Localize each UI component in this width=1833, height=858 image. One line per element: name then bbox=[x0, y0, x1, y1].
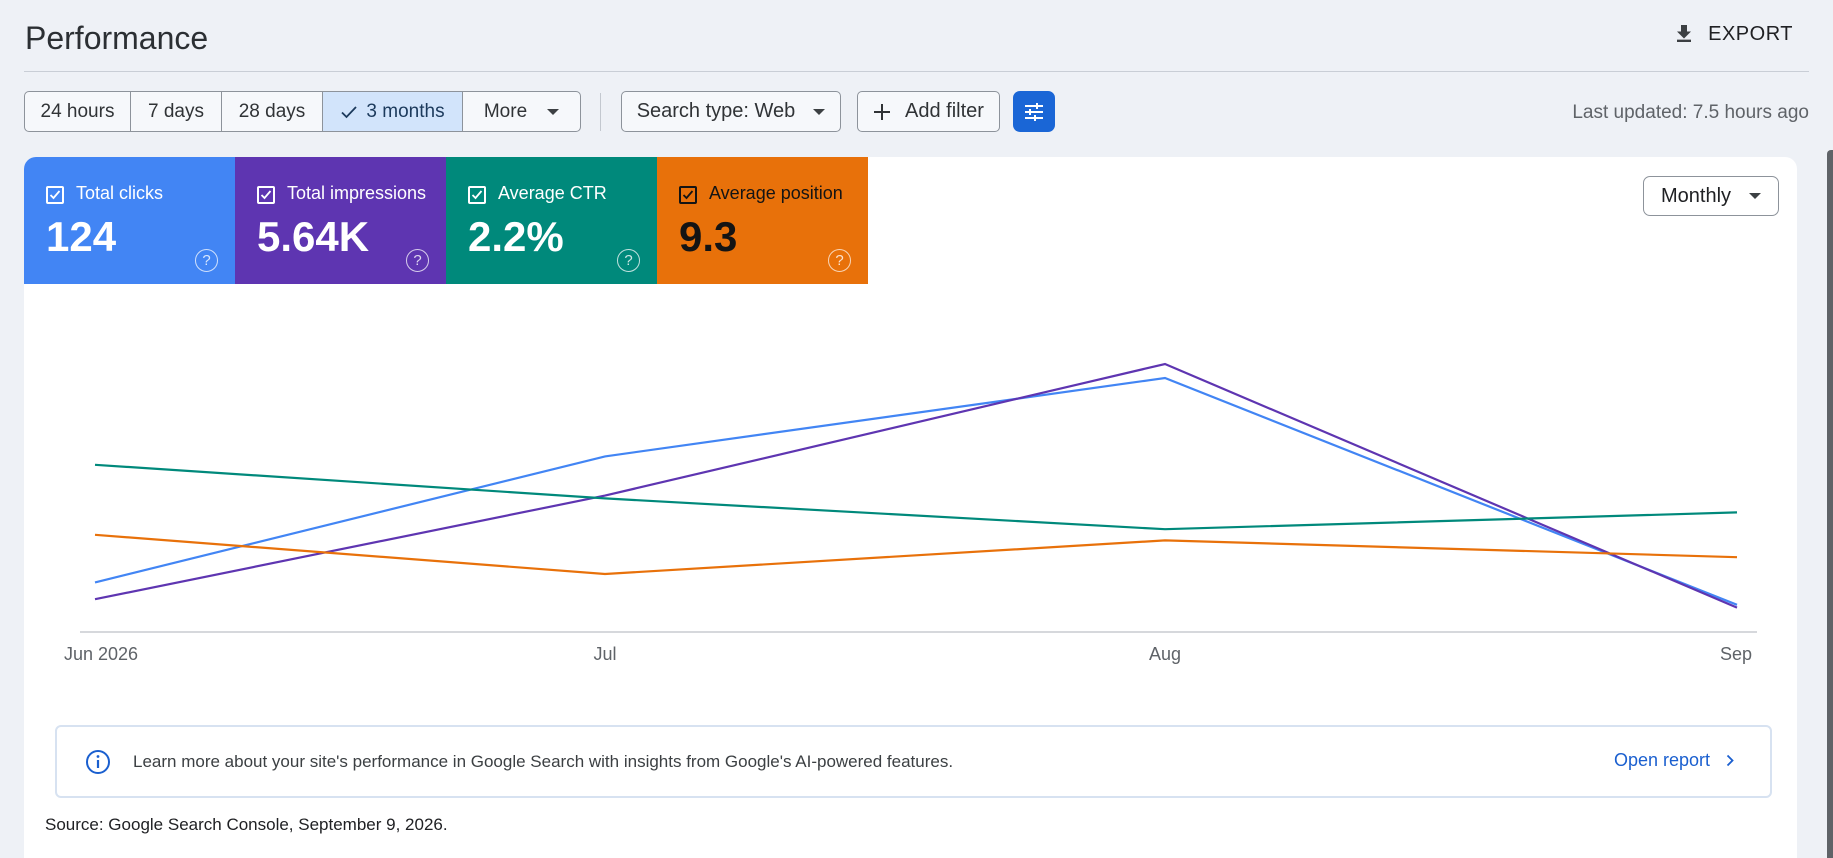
filter-toolbar: 24 hours 7 days 28 days 3 months More Se… bbox=[24, 91, 1809, 133]
export-button[interactable]: EXPORT bbox=[1672, 22, 1793, 46]
metric-average-ctr[interactable]: Average CTR 2.2% ? bbox=[446, 157, 657, 284]
export-label: EXPORT bbox=[1708, 22, 1793, 45]
check-icon bbox=[341, 105, 358, 118]
source-caption: Source: Google Search Console, September… bbox=[45, 815, 448, 834]
series-line-total-clicks bbox=[94, 376, 1738, 606]
chevron-right-icon bbox=[1726, 754, 1734, 767]
metric-total-impressions[interactable]: Total impressions 5.64K ? bbox=[235, 157, 446, 284]
download-icon bbox=[1677, 25, 1692, 42]
checkbox-checked-icon[interactable] bbox=[679, 186, 697, 204]
series-line-average-position bbox=[94, 533, 1738, 576]
metric-value: 5.64K bbox=[257, 213, 370, 260]
x-tick-label: Jul bbox=[593, 644, 616, 664]
granularity-dropdown[interactable]: Monthly bbox=[1643, 176, 1779, 216]
banner-text: Learn more about your site's performance… bbox=[133, 752, 954, 771]
metric-label: Total clicks bbox=[76, 183, 164, 203]
help-icon[interactable]: ? bbox=[828, 249, 851, 272]
metric-value: 9.3 bbox=[679, 213, 738, 260]
insights-banner: Learn more about your site's performance… bbox=[55, 725, 1772, 798]
checkbox-checked-icon[interactable] bbox=[257, 186, 275, 204]
last-updated-text: Last updated: 7.5 hours ago bbox=[1572, 102, 1809, 123]
x-tick-label: Aug bbox=[1149, 644, 1181, 664]
range-28-days-button[interactable]: 28 days bbox=[222, 92, 323, 131]
scrollbar[interactable] bbox=[1827, 150, 1833, 858]
filter-settings-button[interactable] bbox=[1013, 91, 1055, 132]
date-range-selector: 24 hours 7 days 28 days 3 months More bbox=[24, 91, 581, 132]
info-icon bbox=[86, 750, 110, 774]
checkbox-checked-icon[interactable] bbox=[46, 186, 64, 204]
metric-label: Average CTR bbox=[498, 183, 607, 203]
series-line-total-impressions bbox=[94, 362, 1738, 609]
metric-total-clicks[interactable]: Total clicks 124 ? bbox=[24, 157, 235, 284]
help-icon[interactable]: ? bbox=[406, 249, 429, 272]
granularity-label: Monthly bbox=[1660, 184, 1732, 207]
page-header: Performance EXPORT bbox=[24, 14, 1809, 72]
performance-chart: Jun 2026 Jul Aug Sep bbox=[64, 362, 1757, 664]
performance-card: Jun 2026 Jul Aug Sep Total clicks 124 ? Tot… bbox=[24, 157, 1797, 858]
x-tick-label: Jun 2026 bbox=[64, 644, 138, 664]
plus-icon bbox=[874, 103, 891, 120]
range-more-button[interactable]: More bbox=[463, 92, 580, 131]
range-7-days-button[interactable]: 7 days bbox=[131, 92, 222, 131]
metric-value: 2.2% bbox=[468, 213, 564, 260]
search-type-dropdown[interactable]: Search type: Web bbox=[621, 91, 841, 132]
range-3-months-button[interactable]: 3 months bbox=[323, 92, 463, 131]
series-line-average-ctr bbox=[94, 463, 1738, 531]
toolbar-divider bbox=[600, 93, 601, 131]
add-filter-button[interactable]: Add filter bbox=[857, 91, 1000, 132]
chevron-down-icon bbox=[547, 108, 560, 115]
metric-value: 124 bbox=[46, 213, 117, 260]
chevron-down-icon bbox=[813, 108, 826, 115]
help-icon[interactable]: ? bbox=[617, 249, 640, 272]
metric-label: Average position bbox=[709, 183, 843, 203]
range-24-hours-button[interactable]: 24 hours bbox=[25, 92, 131, 131]
sliders-icon bbox=[1025, 102, 1043, 121]
open-report-link[interactable]: Open report bbox=[1614, 750, 1734, 771]
metric-label: Total impressions bbox=[287, 183, 427, 203]
page-title: Performance bbox=[25, 20, 209, 56]
x-tick-label: Sep bbox=[1720, 644, 1752, 664]
chevron-down-icon bbox=[1749, 193, 1762, 199]
help-icon[interactable]: ? bbox=[195, 249, 218, 272]
checkbox-checked-icon[interactable] bbox=[468, 186, 486, 204]
metric-average-position[interactable]: Average position 9.3 ? bbox=[657, 157, 868, 284]
